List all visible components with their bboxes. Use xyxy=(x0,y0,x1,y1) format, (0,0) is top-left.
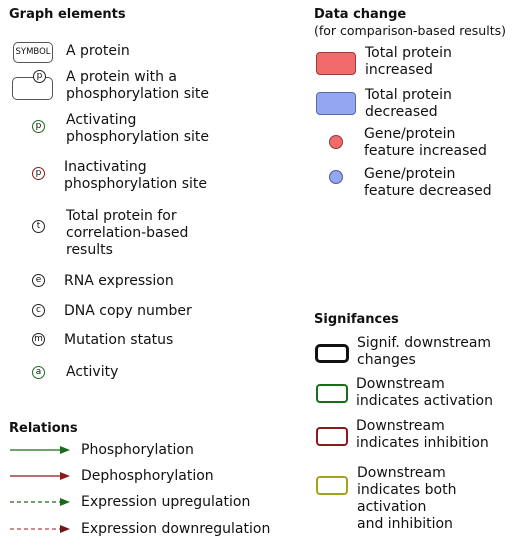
total-decreased-label: Total protein decreased xyxy=(365,87,452,120)
downstream-activation-label: Downstream indicates activation xyxy=(356,376,493,409)
total-decreased-swatch xyxy=(316,92,356,115)
dephosphorylation-arrow xyxy=(10,472,70,480)
activating-label: Activating phosphorylation site xyxy=(66,112,210,145)
phosphorylation-arrow xyxy=(10,446,70,454)
inactivating-label: Inactivating phosphorylation site xyxy=(64,159,208,192)
mutation-status-icon: m xyxy=(32,333,45,346)
dna-copy-label: DNA copy number xyxy=(64,303,192,319)
total-increased-swatch xyxy=(316,52,356,75)
downstream-both-label: Downstream indicates both activation and… xyxy=(357,465,457,532)
gene-increased-label: Gene/protein feature increased xyxy=(364,126,487,159)
activity-icon: a xyxy=(32,366,45,379)
signif-downstream-label: Signif. downstream changes xyxy=(357,335,492,368)
symbol-label: SYMBOL xyxy=(15,47,51,57)
phosphorylation-label: Phosphorylation xyxy=(81,442,194,458)
gene-decreased-dot xyxy=(329,170,343,184)
protein-symbol-box: SYMBOL xyxy=(13,42,53,63)
rna-expression-label: RNA expression xyxy=(64,273,174,289)
significances-heading: Signifances xyxy=(314,312,399,327)
expression-upregulation-label: Expression upregulation xyxy=(81,494,251,510)
signif-downstream-swatch xyxy=(315,344,349,363)
downstream-inhibition-label: Downstream indicates inhibition xyxy=(356,418,489,451)
protein-phospho-label: A protein with a phosphorylation site xyxy=(66,69,210,102)
protein-phospho-box xyxy=(12,77,53,100)
data-change-subheading: (for comparison-based results) xyxy=(314,23,506,38)
inactivating-site-icon: p xyxy=(32,167,45,180)
expression-downregulation-label: Expression downregulation xyxy=(81,521,271,537)
mutation-status-label: Mutation status xyxy=(64,332,174,348)
downstream-both-swatch xyxy=(316,476,348,495)
downstream-activation-swatch xyxy=(316,384,348,403)
activity-label: Activity xyxy=(66,364,119,380)
phospho-site-icon: p xyxy=(33,70,46,83)
activating-site-icon: p xyxy=(32,120,45,133)
total-protein-label: Total protein for correlation-based resu… xyxy=(66,208,189,258)
dephosphorylation-label: Dephosphorylation xyxy=(81,468,214,484)
gene-increased-dot xyxy=(329,135,343,149)
dna-copy-icon: c xyxy=(32,304,45,317)
total-protein-icon: t xyxy=(32,220,45,233)
graph-elements-heading: Graph elements xyxy=(9,7,126,22)
total-increased-label: Total protein increased xyxy=(365,45,452,78)
gene-decreased-label: Gene/protein feature decreased xyxy=(364,166,492,199)
rna-expression-icon: e xyxy=(32,274,45,287)
relations-heading: Relations xyxy=(9,421,78,436)
downstream-inhibition-swatch xyxy=(316,427,348,446)
protein-label: A protein xyxy=(66,43,130,59)
expression-upregulation-arrow xyxy=(10,498,70,506)
data-change-heading: Data change xyxy=(314,7,407,22)
expression-downregulation-arrow xyxy=(10,525,70,533)
